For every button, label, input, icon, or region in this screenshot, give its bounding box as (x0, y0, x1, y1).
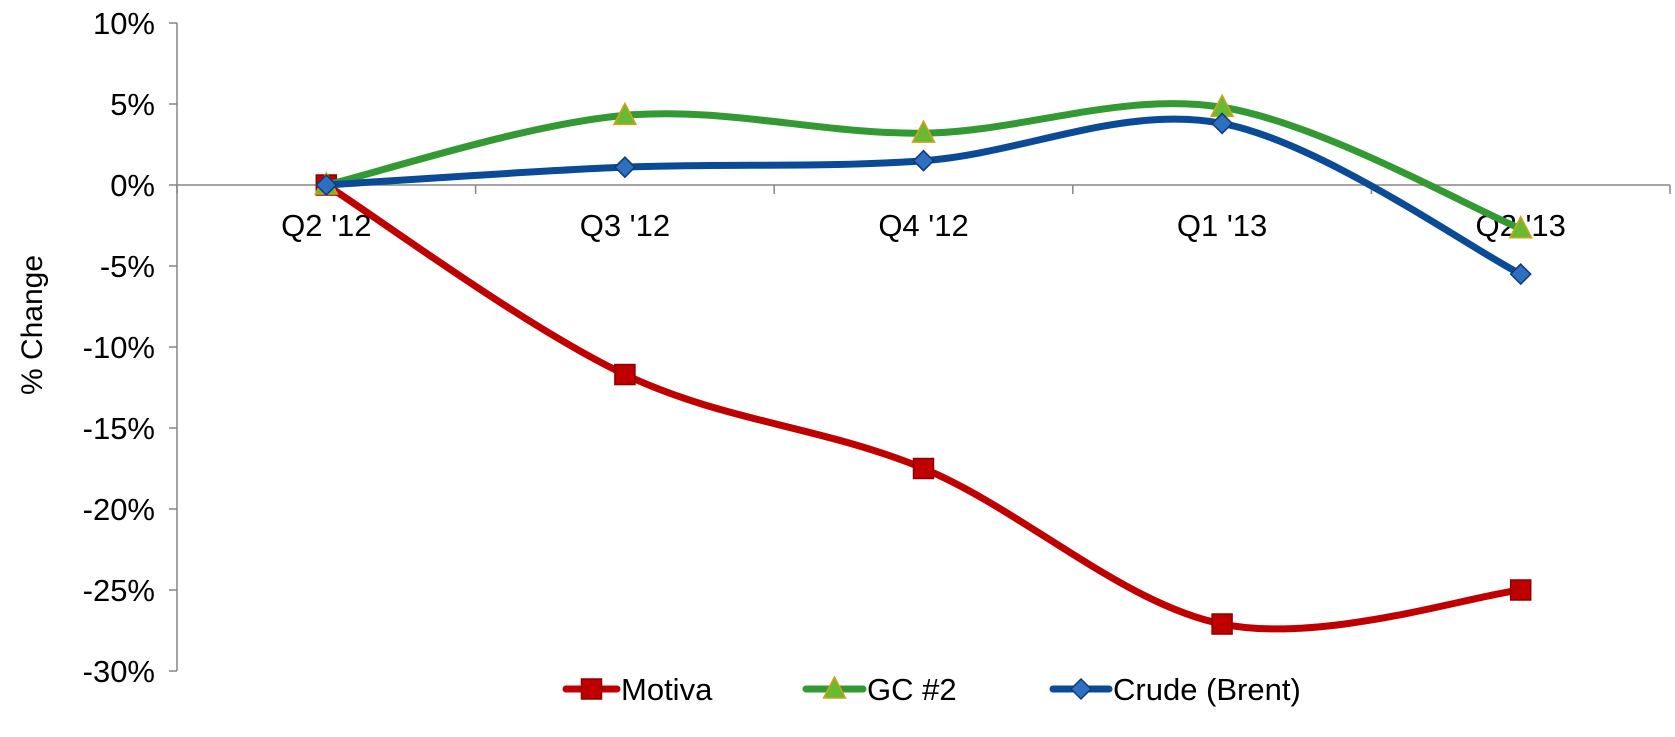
legend-label: Crude (Brent) (1113, 672, 1301, 707)
legend-item-gc-2: GC #2 (802, 672, 957, 707)
data-point-crude-brent (315, 173, 338, 197)
series-motiva (315, 174, 1532, 635)
legend-marker (1069, 677, 1093, 701)
y-tick-label: -5% (100, 249, 155, 284)
data-point-motiva (1211, 613, 1233, 635)
series-crude-brent (315, 112, 1532, 286)
y-tick-label: 10% (93, 6, 155, 41)
data-point-motiva (614, 363, 636, 386)
y-tick-label: -20% (83, 492, 155, 527)
series-lines (314, 93, 1533, 635)
y-tick-label: 5% (110, 87, 155, 122)
data-point-gc-2 (1508, 215, 1533, 239)
y-tick-label: -10% (83, 330, 155, 365)
data-point-crude-brent (613, 156, 636, 179)
y-axis-title: % Change (16, 255, 49, 395)
x-tick-label: Q2 '12 (281, 208, 371, 243)
data-point-gc-2 (911, 119, 936, 143)
legend-label: GC #2 (867, 672, 957, 707)
series-line-motiva (322, 181, 1525, 633)
data-point-crude-brent (912, 149, 935, 172)
x-tick-label: Q4 '12 (878, 208, 968, 243)
data-point-motiva (912, 457, 935, 480)
data-point-crude-brent (1509, 263, 1532, 286)
y-tick-label: -15% (83, 411, 155, 446)
x-tick-label: Q3 '12 (580, 208, 670, 243)
legend: Motiva GC #2 Crude (Brent) (562, 672, 1301, 707)
x-tick-label: Q1 '13 (1177, 208, 1267, 243)
y-tick-label: -30% (83, 654, 155, 689)
legend-marker (822, 675, 847, 699)
y-tick-label: 0% (110, 168, 155, 203)
axes: 10% 5% 0% -5% -10% -15% -20% -25% -30% Q2 '12 Q3 '… (83, 6, 1671, 689)
legend-label: Motiva (621, 672, 713, 707)
legend-item-motiva: Motiva (562, 672, 713, 707)
data-point-crude-brent (1211, 112, 1234, 135)
data-point-motiva (1509, 579, 1532, 601)
data-point-gc-2 (612, 101, 638, 126)
legend-item-crude-brent: Crude (Brent) (1049, 672, 1301, 707)
y-tick-label: -25% (83, 573, 155, 608)
legend-marker (580, 678, 603, 700)
